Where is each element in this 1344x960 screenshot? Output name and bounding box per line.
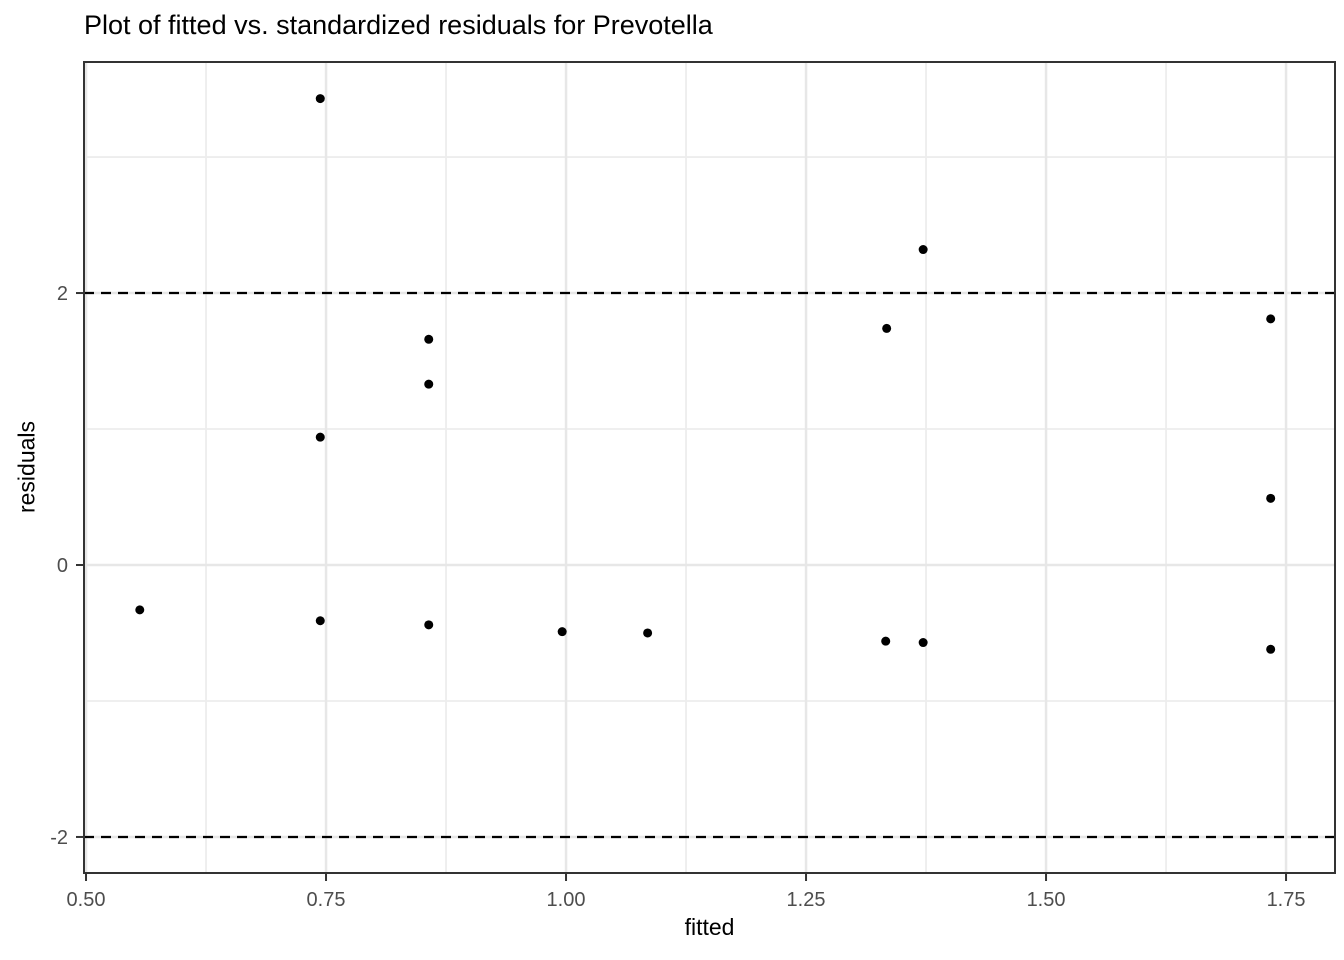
data-point <box>643 628 653 638</box>
data-point <box>557 627 567 637</box>
plot-title: Plot of fitted vs. standardized residual… <box>84 10 713 40</box>
x-tick-label: 1.25 <box>787 889 826 911</box>
y-tick-label: -2 <box>50 827 68 849</box>
data-point <box>315 432 325 442</box>
data-point <box>315 94 325 104</box>
data-point <box>424 379 434 389</box>
data-point <box>881 636 891 646</box>
x-tick-label: 1.50 <box>1027 889 1066 911</box>
data-point <box>1266 493 1276 503</box>
x-tick-label: 0.50 <box>67 889 106 911</box>
data-point <box>135 605 145 615</box>
data-point <box>424 620 434 630</box>
x-axis-title: fitted <box>684 914 735 940</box>
panel-border <box>83 61 1336 874</box>
x-tick-label: 1.75 <box>1267 889 1306 911</box>
y-axis-title: residuals <box>13 420 40 514</box>
x-tick-label: 0.75 <box>307 889 346 911</box>
data-point <box>315 616 325 626</box>
data-point <box>1266 644 1276 654</box>
y-tick-label: 2 <box>57 283 68 305</box>
x-tick-label: 1.00 <box>547 889 586 911</box>
data-point <box>882 323 892 333</box>
y-tick-label: 0 <box>57 555 68 577</box>
data-point <box>918 245 928 255</box>
data-point <box>1266 314 1276 324</box>
data-point <box>424 334 434 344</box>
data-point <box>918 638 928 648</box>
